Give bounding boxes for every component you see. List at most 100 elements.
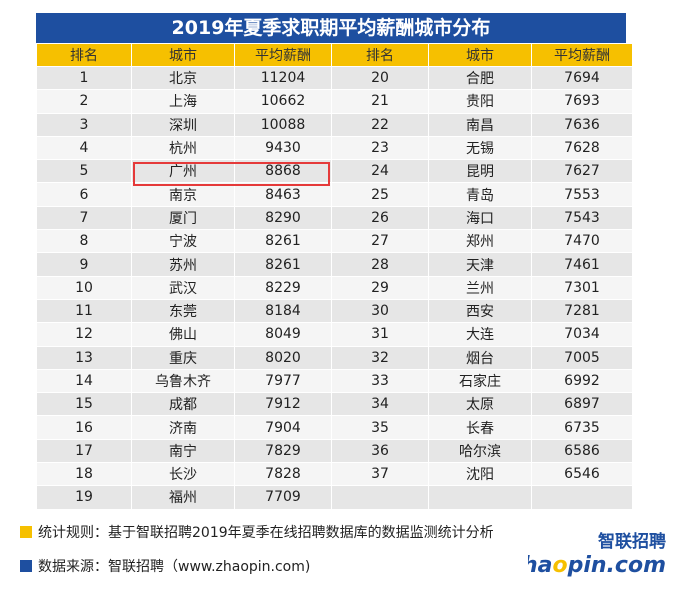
cell-city-2: 无锡	[428, 135, 532, 161]
cell-city-1: 东莞	[131, 298, 235, 324]
cell-city-1: 苏州	[131, 252, 235, 277]
cell-rank-2: 33	[331, 368, 429, 394]
logo-cn-text: 智联招聘	[598, 531, 666, 552]
cell-rank-2: 29	[331, 275, 429, 300]
cell-salary-1: 8290	[234, 205, 332, 231]
cell-city-2: 青岛	[428, 182, 532, 207]
note-rule: 统计规则：基于智联招聘2019年夏季在线招聘数据库的数据监测统计分析	[20, 522, 494, 542]
logo-o-icon: o	[552, 553, 567, 578]
cell-rank-1: 16	[36, 415, 132, 440]
table-row: 3 深圳 10088 22 南昌 7636	[36, 112, 633, 137]
cell-salary-1: 8229	[234, 275, 332, 300]
cell-city-1: 济南	[131, 415, 235, 440]
note-source-text: 数据来源：智联招聘（www.zhaopin.com)	[38, 559, 311, 575]
header-city-1: 城市	[131, 43, 235, 67]
table-body: 1 北京 11204 20 合肥 7694 2 上海 10662 21 贵阳 7693 3 深圳 10088…	[36, 65, 633, 510]
table-row: 15 成都 7912 34 太原 6897	[36, 392, 633, 417]
cell-city-1: 成都	[131, 392, 235, 417]
cell-salary-2: 7470	[531, 229, 633, 254]
cell-salary-1: 8261	[234, 252, 332, 277]
cell-salary-1: 7828	[234, 462, 332, 487]
cell-city-1: 南京	[131, 182, 235, 207]
cell-rank-1: 4	[36, 135, 132, 161]
cell-city-1: 宁波	[131, 229, 235, 254]
cell-salary-2: 7281	[531, 298, 633, 324]
salary-table-container: 2019年夏季求职期平均薪酬城市分布 排名 城市 平均薪酬 排名 城市 平均薪酬…	[36, 13, 633, 510]
table-row: 7 厦门 8290 26 海口 7543	[36, 205, 633, 231]
cell-rank-1: 13	[36, 345, 132, 370]
cell-rank-2: 25	[331, 182, 429, 207]
cell-rank-2: 27	[331, 229, 429, 254]
cell-rank-1: 19	[36, 485, 132, 510]
table-row: 6 南京 8463 25 青岛 7553	[36, 182, 633, 207]
cell-rank-1: 8	[36, 229, 132, 254]
cell-salary-2: 7461	[531, 252, 633, 277]
cell-city-1: 杭州	[131, 135, 235, 161]
header-city-2: 城市	[428, 43, 532, 67]
cell-salary-2: 7553	[531, 182, 633, 207]
cell-salary-1: 8868	[234, 159, 332, 184]
cell-city-2: 昆明	[428, 159, 532, 184]
cell-city-1: 武汉	[131, 275, 235, 300]
cell-city-1: 长沙	[131, 462, 235, 487]
cell-salary-1: 11204	[234, 65, 332, 91]
cell-salary-2: 7636	[531, 112, 633, 137]
cell-salary-1: 10662	[234, 89, 332, 114]
cell-salary-1: 8020	[234, 345, 332, 370]
cell-rank-2: 23	[331, 135, 429, 161]
cell-rank-2	[331, 485, 429, 510]
cell-rank-1: 3	[36, 112, 132, 137]
cell-rank-2: 30	[331, 298, 429, 324]
table-row: 1 北京 11204 20 合肥 7694	[36, 65, 633, 91]
table-row: 17 南宁 7829 36 哈尔滨 6586	[36, 438, 633, 464]
cell-rank-2: 37	[331, 462, 429, 487]
cell-city-1: 福州	[131, 485, 235, 510]
header-row: 排名 城市 平均薪酬 排名 城市 平均薪酬	[36, 43, 633, 67]
cell-rank-1: 14	[36, 368, 132, 394]
salary-table: 排名 城市 平均薪酬 排名 城市 平均薪酬 1 北京 11204 20 合肥 7694 2 上…	[36, 43, 633, 510]
cell-city-2: 长春	[428, 415, 532, 440]
table-row: 12 佛山 8049 31 大连 7034	[36, 322, 633, 347]
note-rule-text: 统计规则：基于智联招聘2019年夏季在线招聘数据库的数据监测统计分析	[38, 525, 494, 541]
cell-rank-2: 32	[331, 345, 429, 370]
cell-salary-2: 6992	[531, 368, 633, 394]
zhaopin-logo: 智联招聘 zhaopin.com	[528, 531, 666, 578]
cell-salary-2: 7034	[531, 322, 633, 347]
cell-salary-2: 7628	[531, 135, 633, 161]
cell-rank-2: 24	[331, 159, 429, 184]
cell-city-2	[428, 485, 532, 510]
cell-salary-1: 7829	[234, 438, 332, 464]
cell-rank-1: 18	[36, 462, 132, 487]
cell-salary-2: 6735	[531, 415, 633, 440]
header-rank-1: 排名	[36, 43, 132, 67]
cell-city-2: 南昌	[428, 112, 532, 137]
cell-salary-1: 8184	[234, 298, 332, 324]
yellow-square-icon	[20, 526, 32, 538]
cell-city-2: 石家庄	[428, 368, 532, 394]
cell-salary-2: 6586	[531, 438, 633, 464]
cell-rank-1: 7	[36, 205, 132, 231]
cell-city-2: 兰州	[428, 275, 532, 300]
cell-rank-1: 9	[36, 252, 132, 277]
cell-city-1: 北京	[131, 65, 235, 91]
cell-salary-1: 8049	[234, 322, 332, 347]
table-row: 8 宁波 8261 27 郑州 7470	[36, 229, 633, 254]
cell-city-1: 深圳	[131, 112, 235, 137]
table-row: 18 长沙 7828 37 沈阳 6546	[36, 462, 633, 487]
cell-rank-1: 17	[36, 438, 132, 464]
blue-square-icon	[20, 560, 32, 572]
table-row: 5 广州 8868 24 昆明 7627	[36, 159, 633, 184]
table-title: 2019年夏季求职期平均薪酬城市分布	[36, 13, 626, 43]
cell-rank-1: 10	[36, 275, 132, 300]
cell-city-1: 上海	[131, 89, 235, 114]
cell-salary-2: 7627	[531, 159, 633, 184]
cell-salary-1: 7912	[234, 392, 332, 417]
cell-rank-2: 35	[331, 415, 429, 440]
logo-en-text: zhaopin.com	[528, 553, 666, 578]
table-row: 19 福州 7709	[36, 485, 633, 510]
cell-rank-1: 6	[36, 182, 132, 207]
cell-city-2: 贵阳	[428, 89, 532, 114]
table-row: 14 乌鲁木齐 7977 33 石家庄 6992	[36, 368, 633, 394]
logo-en-b: pin.com	[567, 553, 666, 578]
cell-rank-2: 21	[331, 89, 429, 114]
